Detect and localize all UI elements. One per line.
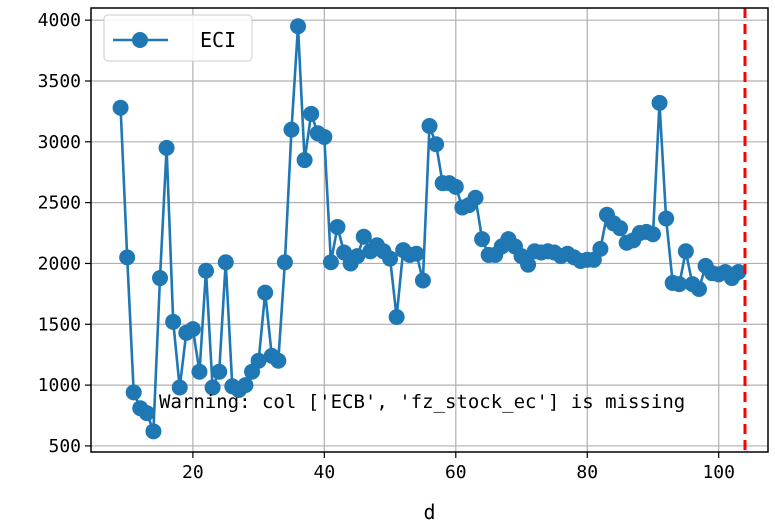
data-point <box>474 231 491 248</box>
y-tick-label: 1000 <box>38 375 81 396</box>
x-tick-label: 40 <box>313 462 335 483</box>
y-tick-label: 1500 <box>38 314 81 335</box>
data-point <box>237 377 254 394</box>
data-point <box>276 254 293 271</box>
data-point <box>677 243 694 260</box>
data-point <box>414 272 431 289</box>
data-point <box>592 240 609 257</box>
y-tick-label: 3000 <box>38 132 81 153</box>
x-tick-label: 100 <box>702 462 735 483</box>
data-point <box>612 220 629 237</box>
data-point <box>112 99 129 116</box>
y-axis-ticks: 500 1000 1500 2000 2500 3000 3500 4000 <box>38 10 91 457</box>
data-point <box>184 321 201 338</box>
y-tick-label: 3500 <box>38 71 81 92</box>
data-point <box>290 18 307 35</box>
x-tick-label: 60 <box>445 462 467 483</box>
data-point <box>119 249 136 266</box>
data-point <box>671 276 688 293</box>
data-point <box>171 379 188 396</box>
data-point <box>211 363 228 380</box>
data-point <box>730 263 747 280</box>
data-point <box>217 254 234 271</box>
plot-frame <box>90 7 769 453</box>
data-point <box>428 136 445 153</box>
data-point <box>296 152 313 169</box>
data-point <box>204 379 221 396</box>
data-point <box>382 250 399 267</box>
y-tick-label: 500 <box>48 436 81 457</box>
x-axis-label: d <box>423 500 435 523</box>
data-point <box>165 313 182 330</box>
data-point <box>316 128 333 145</box>
data-point <box>145 423 162 440</box>
data-point <box>467 189 484 206</box>
data-point <box>388 308 405 325</box>
data-point <box>250 352 267 369</box>
data-point <box>270 352 287 369</box>
data-point <box>329 218 346 235</box>
legend: ECI <box>103 14 253 62</box>
legend-box <box>103 14 253 62</box>
y-tick-label: 2000 <box>38 253 81 274</box>
data-point <box>138 405 155 422</box>
y-tick-label: 4000 <box>38 10 81 31</box>
data-point <box>651 94 668 111</box>
data-point <box>283 121 300 138</box>
x-tick-label: 80 <box>576 462 598 483</box>
data-point <box>355 228 372 245</box>
data-point <box>421 117 438 134</box>
series-eci <box>112 18 747 440</box>
legend-swatch-marker <box>132 32 148 48</box>
data-point <box>520 256 537 273</box>
x-axis-ticks: 20 40 60 80 100 <box>182 452 735 483</box>
data-point <box>152 270 169 287</box>
data-point <box>658 210 675 227</box>
y-tick-label: 2500 <box>38 193 81 214</box>
data-point <box>158 139 175 156</box>
data-point <box>690 280 707 297</box>
data-point <box>408 245 425 262</box>
data-point <box>257 284 274 301</box>
data-point <box>447 178 464 195</box>
data-point <box>349 248 366 265</box>
data-point <box>125 384 142 401</box>
data-point <box>191 363 208 380</box>
x-tick-label: 20 <box>182 462 204 483</box>
data-point <box>644 226 661 243</box>
warning-annotation: Warning: col ['ECB', 'fz_stock_ec'] is m… <box>159 391 685 413</box>
data-point <box>303 105 320 122</box>
data-point <box>198 262 215 279</box>
legend-entry-eci: ECI <box>200 28 236 52</box>
data-point <box>322 254 339 271</box>
